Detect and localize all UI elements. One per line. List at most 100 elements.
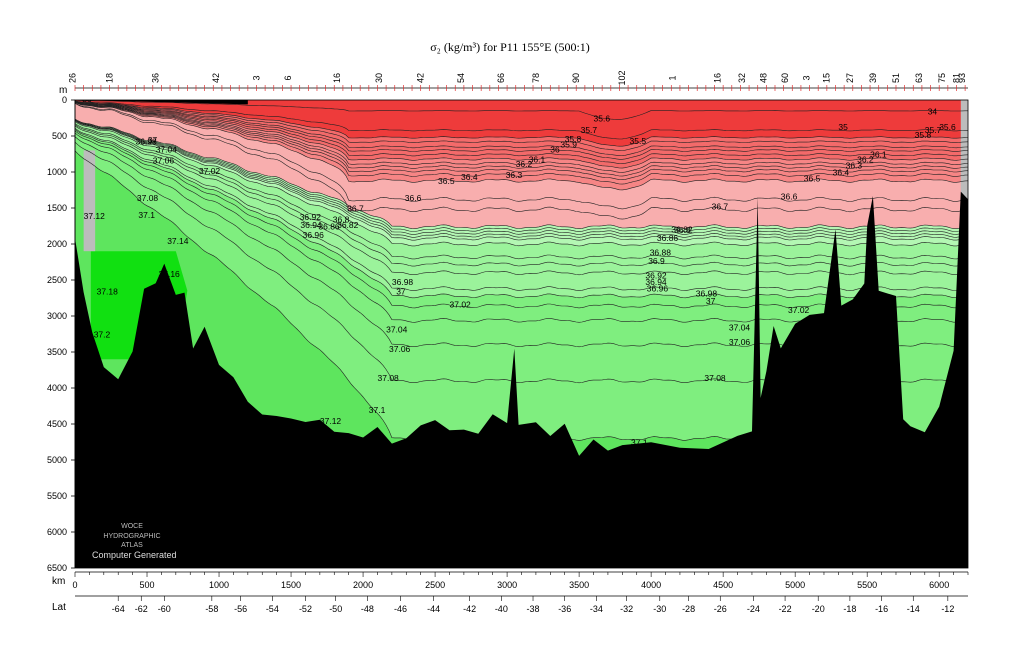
latitude-tick-label: -28 — [682, 604, 695, 614]
depth-tick-label: 5000 — [47, 455, 67, 465]
station-label: 60 — [780, 73, 790, 83]
contour-label: 37.1 — [138, 210, 155, 220]
distance-tick-label: 3500 — [569, 580, 589, 590]
contour-label: 36.2 — [516, 159, 533, 169]
contour-label: 35.5 — [630, 136, 647, 146]
latitude-tick-label: -14 — [907, 604, 920, 614]
station-label: 18 — [104, 73, 114, 83]
distance-tick-label: 2000 — [353, 580, 373, 590]
band-34 — [75, 100, 968, 120]
contour-label: 37.04 — [156, 145, 178, 155]
contour-label: 36 — [550, 145, 560, 155]
station-label: 16 — [332, 73, 342, 83]
contour-36-92 — [75, 123, 968, 260]
station-label: 1 — [668, 75, 678, 80]
distance-tick-label: 6000 — [929, 580, 949, 590]
contour-36-7 — [75, 103, 968, 220]
contour-label: 37.02 — [199, 166, 221, 176]
latitude-tick-label: -20 — [812, 604, 825, 614]
seafloor-profile — [75, 191, 968, 568]
distance-tick-label: 5500 — [857, 580, 877, 590]
watermark-line1: WOCE — [121, 523, 143, 530]
depth-tick-label: 1500 — [47, 203, 67, 213]
contour-36-8 — [75, 118, 968, 230]
station-label: 93 — [957, 73, 967, 83]
station-label: 75 — [937, 73, 947, 83]
contour-35-6 — [75, 101, 968, 151]
station-label: 36 — [151, 73, 161, 83]
latitude-tick-label: -42 — [463, 604, 476, 614]
contour-label: 36.8 — [674, 225, 691, 235]
station-label: 15 — [822, 73, 832, 83]
contour-label: 36.7 — [712, 201, 729, 211]
latitude-tick-label: -56 — [234, 604, 247, 614]
station-label: 30 — [374, 73, 384, 83]
station-label: 48 — [758, 73, 768, 83]
contour-label: 36.3 — [846, 160, 863, 170]
contour-label: 36.4 — [461, 172, 478, 182]
latitude-tick-label: -30 — [653, 604, 666, 614]
distance-tick-label: 1500 — [281, 580, 301, 590]
contour-36-2 — [75, 101, 968, 177]
contour-label: 37.1 — [369, 405, 386, 415]
latitude-tick-label: -58 — [205, 604, 218, 614]
watermark-credit: Computer Generated — [92, 550, 177, 560]
contour-label: 36.98 — [136, 137, 158, 147]
latitude-tick-label: -24 — [747, 604, 760, 614]
distance-tick-label: 0 — [72, 580, 77, 590]
station-label: 66 — [496, 73, 506, 83]
station-label: 90 — [571, 73, 581, 83]
contour-36-6 — [75, 102, 968, 210]
latitude-tick-label: -34 — [590, 604, 603, 614]
contour-label: 36.86 — [318, 222, 340, 232]
watermark-line3: ATLAS — [121, 542, 143, 549]
station-label: 81 — [951, 73, 961, 83]
station-label: 26 — [68, 73, 78, 83]
contour-label: 37.08 — [378, 373, 400, 383]
contour-label: 37.14 — [167, 236, 189, 246]
contour-36-9 — [75, 121, 968, 247]
latitude-tick-label: -40 — [495, 604, 508, 614]
contour-label: 36.92 — [645, 271, 667, 281]
contour-label: 35.7 — [925, 125, 942, 135]
contour-label: 36.3 — [506, 170, 523, 180]
contour-35-7 — [75, 101, 968, 157]
chart-title: σ₂ (kg/m³) for P11 155°E (500:1) — [430, 40, 590, 54]
contour-label: 37.18 — [97, 286, 119, 296]
contour-label: 37.12 — [84, 211, 106, 221]
distance-axis: 0 500 1000 1500 2000 2500 3000 3500 4000 4500 5000… — [72, 571, 969, 590]
latitude-tick-label: -22 — [779, 604, 792, 614]
contour-label: 37.16 — [159, 269, 181, 279]
contour-label: 36.98 — [392, 277, 414, 287]
contour-label: 36.94 — [645, 277, 667, 287]
contour-label: 37 — [706, 296, 716, 306]
distance-tick-label: 4000 — [641, 580, 661, 590]
latitude-tick-label: -26 — [714, 604, 727, 614]
contour-label: 35.7 — [581, 125, 598, 135]
contour-label: 36.2 — [857, 155, 874, 165]
contour-label: 36.96 — [647, 284, 669, 294]
latitude-tick-label: -36 — [558, 604, 571, 614]
depth-unit-label: m — [59, 85, 67, 96]
contour-label: 36.96 — [303, 230, 325, 240]
coastal-gap — [83, 150, 96, 252]
contour-label: 37.12 — [320, 416, 342, 426]
contour-37 — [75, 129, 968, 299]
contour-label: 36.5 — [438, 176, 455, 186]
depth-tick-label: 500 — [52, 131, 67, 141]
station-label: 78 — [531, 73, 541, 83]
station-label: 27 — [845, 73, 855, 83]
contour-label: 36.9 — [648, 256, 665, 266]
contour-37-02 — [75, 130, 968, 309]
latitude-tick-label: -64 — [112, 604, 125, 614]
latitude-tick-label: -60 — [158, 604, 171, 614]
contour-label: 34 — [928, 106, 938, 116]
distance-tick-label: 5000 — [785, 580, 805, 590]
depth-tick-label: 2500 — [47, 275, 67, 285]
depth-tick-label: 2000 — [47, 239, 67, 249]
station-label: 42 — [416, 73, 426, 83]
latitude-tick-label: -52 — [299, 604, 312, 614]
contour-label: 36.86 — [657, 233, 679, 243]
latitude-tick-label: -16 — [875, 604, 888, 614]
